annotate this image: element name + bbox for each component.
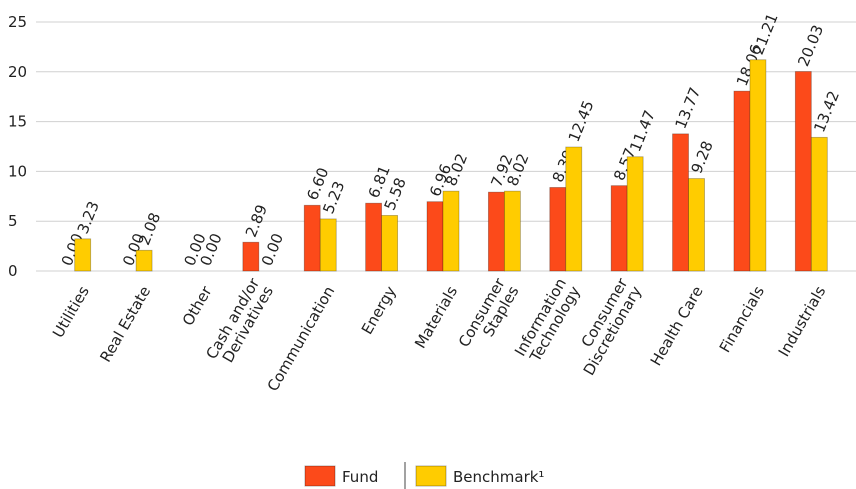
x-tick-label-group: Cash and/orDerivatives [202,274,277,370]
x-tick-label: InformationTechnology [511,275,584,367]
y-tick-label: 20 [8,63,27,81]
x-tick-label-group: Industrials [775,283,830,360]
x-tick-label-group: Real Estate [96,283,154,365]
x-tick-label-line: Health Care [647,283,707,369]
bar [365,202,383,272]
legend-swatch [415,465,447,487]
x-tick-label-group: Financials [716,283,768,356]
x-tick-label-group: InformationTechnology [511,275,584,367]
x-tick-label-group: Energy [358,283,400,338]
value-label: 21.21 [749,11,782,58]
x-tick-label: Real Estate [96,283,154,365]
bar [503,190,521,272]
x-tick-label: Communication [264,283,339,394]
value-label: 9.28 [688,138,717,176]
bar [794,71,812,272]
bar [733,90,751,272]
bar [426,201,444,272]
y-tick-label: 15 [8,113,27,131]
bar [242,241,260,272]
x-tick-label: Cash and/orDerivatives [202,274,277,370]
x-tick-label: Health Care [647,283,707,369]
bar [626,156,644,272]
x-tick-label: Industrials [775,283,830,360]
value-label: 20.03 [794,22,827,69]
x-tick-label-group: Utilities [49,283,93,341]
bar [135,249,153,272]
x-tick-label-line: Industrials [775,283,830,360]
legend-swatch [304,465,336,487]
bar [672,133,689,272]
legend-label: Fund [342,468,378,486]
y-tick-label: 25 [8,13,27,31]
bar [549,187,567,272]
y-tick-label: 10 [8,162,27,180]
x-tick-label-line: Utilities [49,283,93,341]
value-label: 3.23 [74,199,103,237]
x-tick-label-group: Other [179,282,216,329]
value-label: 0.00 [258,231,287,269]
value-label: 8.02 [442,151,471,189]
x-tick-label-line: Communication [264,283,339,394]
bar [487,191,505,272]
bar [319,218,337,272]
value-label: 13.42 [810,88,843,135]
bar [688,178,705,272]
bar [565,146,583,272]
value-label: 13.77 [672,85,705,132]
value-label: 11.47 [626,108,659,155]
x-tick-label-line: Other [179,282,216,329]
x-tick-label: Financials [716,283,768,356]
x-tick-label: Other [179,282,216,329]
legend-label: Benchmark¹ [453,468,544,486]
x-tick-label-line: Financials [716,283,768,356]
x-tick-label-group: Communication [264,283,339,394]
y-tick-label: 0 [8,262,18,280]
y-tick-label: 5 [8,212,18,230]
bar [610,185,628,272]
bar [381,215,399,272]
x-tick-label: Energy [358,283,400,338]
value-label: 2.08 [135,210,164,248]
x-tick-label: Utilities [49,283,93,341]
bar [303,204,321,272]
bar [442,190,460,272]
bar [749,59,767,272]
x-tick-label-group: Health Care [647,283,707,369]
bar [810,136,828,272]
x-tick-label-line: Energy [358,283,400,338]
x-tick-label-line: Real Estate [96,283,154,365]
bar [74,238,92,272]
